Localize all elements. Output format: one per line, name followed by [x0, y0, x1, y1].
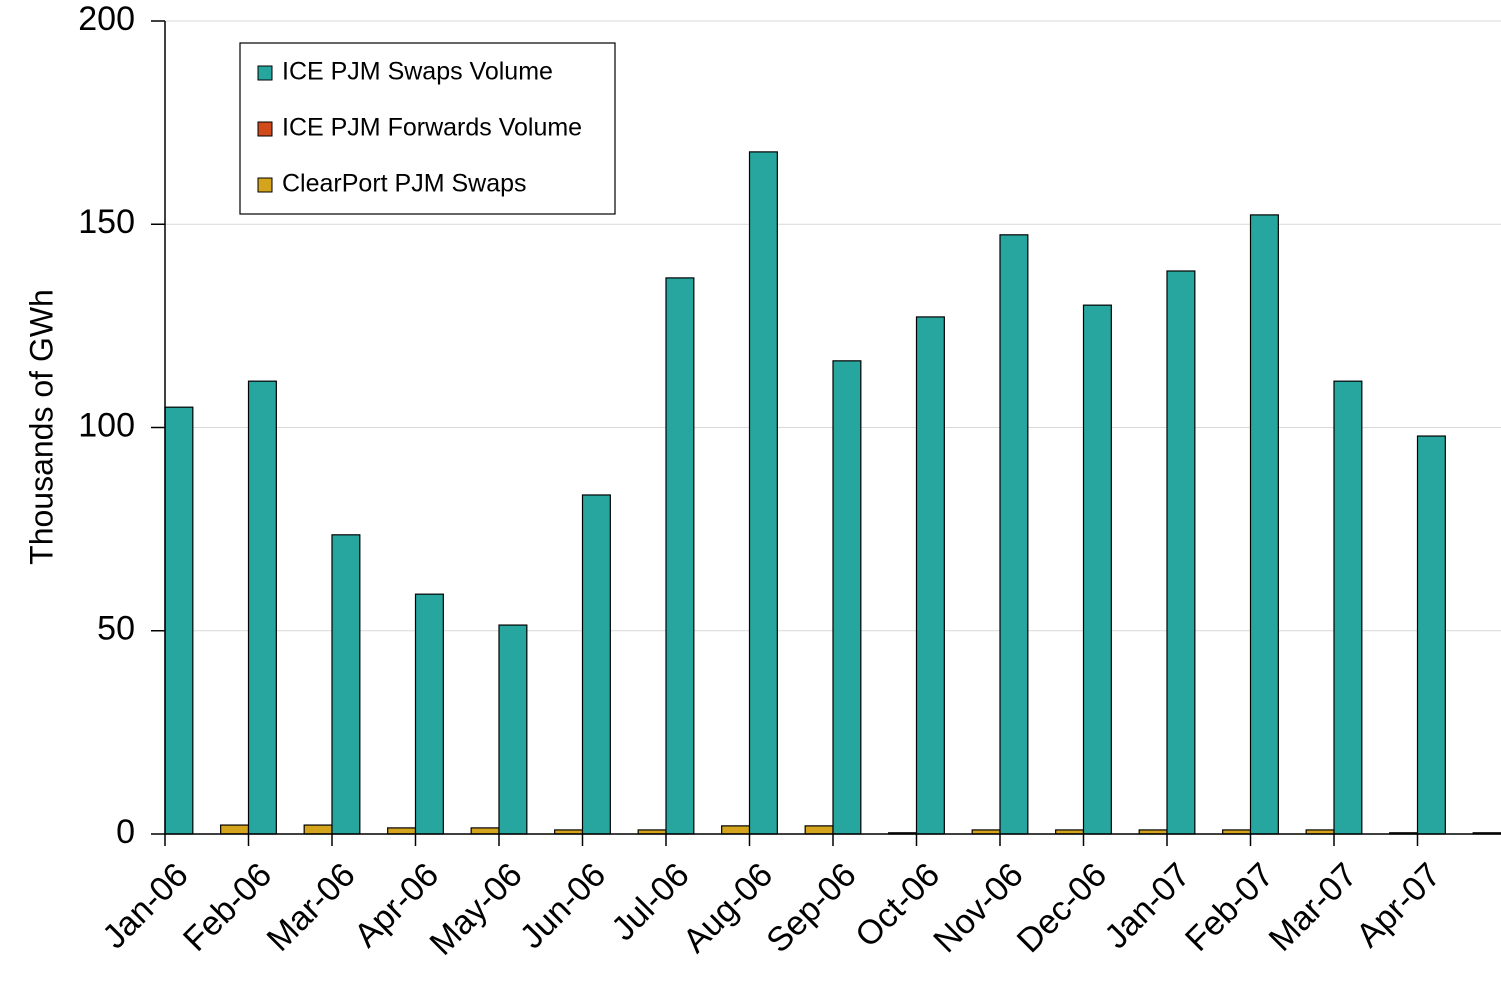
legend-swatch	[257, 177, 273, 193]
x-tick-label: Apr-07	[1349, 856, 1448, 955]
x-tick-label: Mar-06	[260, 856, 363, 959]
x-tick-label: Feb-07	[1178, 856, 1281, 959]
legend-swatch	[257, 65, 273, 81]
x-tick-label: Feb-06	[176, 856, 279, 959]
legend-swatch	[257, 121, 273, 137]
y-tick-label: 200	[78, 0, 135, 38]
bar	[832, 360, 862, 835]
y-tick-label: 150	[78, 203, 135, 241]
x-tick-label: Aug-06	[676, 856, 780, 960]
bar	[247, 380, 277, 835]
legend: ICE PJM Swaps Volume ICE PJM Forwards Vol…	[239, 42, 616, 215]
bar	[581, 494, 611, 835]
legend-label: ICE PJM Swaps Volume	[282, 58, 553, 86]
x-tick-label: May-06	[423, 856, 530, 963]
x-tick-label: Sep-06	[759, 856, 863, 960]
bar	[915, 316, 945, 835]
bar	[665, 277, 695, 835]
bar	[164, 406, 194, 835]
bar	[1082, 304, 1112, 835]
bar	[1416, 435, 1446, 835]
bar	[1249, 214, 1279, 835]
x-tick-label: Jan-06	[95, 856, 195, 956]
bar	[999, 234, 1029, 835]
x-tick-label: Mar-07	[1262, 856, 1365, 959]
y-tick-label: 50	[97, 610, 135, 648]
bar	[220, 824, 250, 835]
bar	[470, 827, 500, 835]
bar	[721, 825, 751, 835]
legend-label: ClearPort PJM Swaps	[282, 170, 527, 198]
x-tick-label: Jan-07	[1097, 856, 1197, 956]
bar	[414, 593, 444, 835]
bar	[748, 151, 778, 835]
bar	[387, 827, 417, 835]
y-tick-label: 100	[78, 406, 135, 444]
x-tick-label: Dec-06	[1010, 856, 1114, 960]
bar	[1166, 270, 1196, 835]
y-tick-label: 0	[116, 813, 135, 851]
bar	[498, 624, 528, 835]
bar	[303, 824, 333, 835]
bar	[804, 825, 834, 835]
bar	[1333, 380, 1363, 835]
x-tick-label: Jun-06	[513, 856, 613, 956]
legend-label: ICE PJM Forwards Volume	[282, 114, 582, 142]
bar	[331, 534, 361, 835]
legend-box	[239, 42, 616, 215]
x-tick-label: Nov-06	[926, 856, 1030, 960]
y-axis-title: Thousands of GWh	[23, 289, 59, 565]
